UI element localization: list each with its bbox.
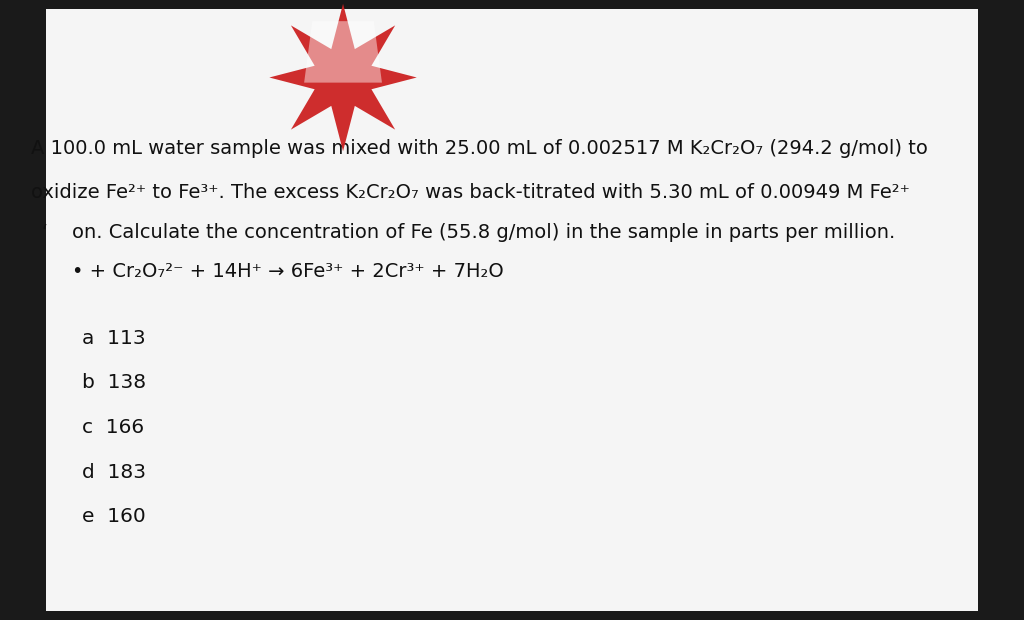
Text: e  160: e 160 xyxy=(82,507,145,526)
Polygon shape xyxy=(304,21,382,82)
Text: d  183: d 183 xyxy=(82,463,146,482)
Text: oxidize Fe²⁺ to Fe³⁺. The excess K₂Cr₂O₇ was back-titrated with 5.30 mL of 0.009: oxidize Fe²⁺ to Fe³⁺. The excess K₂Cr₂O₇… xyxy=(31,183,909,202)
Text: b  138: b 138 xyxy=(82,373,146,392)
Text: c  166: c 166 xyxy=(82,418,144,437)
Text: • + Cr₂O₇²⁻ + 14H⁺ → 6Fe³⁺ + 2Cr³⁺ + 7H₂O: • + Cr₂O₇²⁻ + 14H⁺ → 6Fe³⁺ + 2Cr³⁺ + 7H₂… xyxy=(72,262,504,281)
Text: ‘: ‘ xyxy=(41,223,47,242)
Text: A 100.0 mL water sample was mixed with 25.00 mL of 0.002517 M K₂Cr₂O₇ (294.2 g/m: A 100.0 mL water sample was mixed with 2… xyxy=(31,140,928,159)
Text: a  113: a 113 xyxy=(82,329,145,348)
Polygon shape xyxy=(269,4,417,151)
Text: on. Calculate the concentration of Fe (55.8 g/mol) in the sample in parts per mi: on. Calculate the concentration of Fe (5… xyxy=(72,223,895,242)
